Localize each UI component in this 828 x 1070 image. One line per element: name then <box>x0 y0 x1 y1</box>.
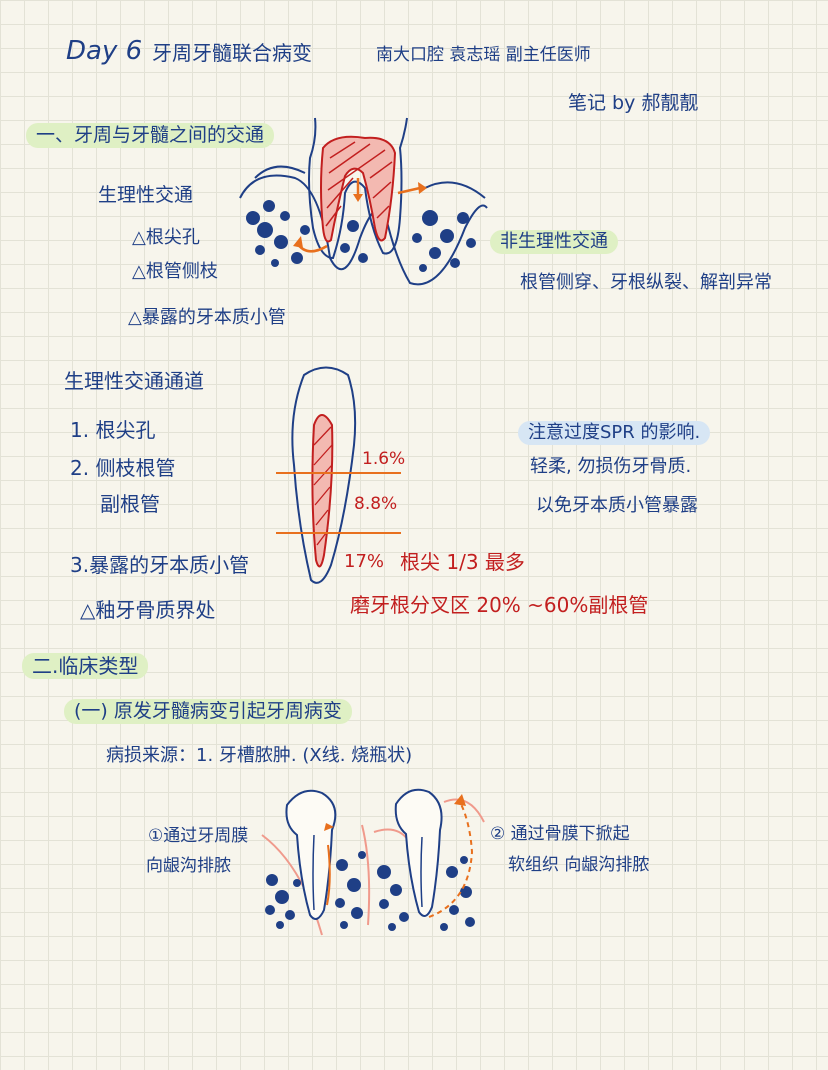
channels-item: △釉牙骨质界处 <box>80 598 216 622</box>
page-title: 牙周牙髓联合病变 <box>152 41 312 65</box>
physiological-item: △暴露的牙本质小管 <box>128 307 286 328</box>
lesion-source: 病损来源：1. 牙槽脓肿. (X线. 烧瓶状) <box>106 745 413 766</box>
channels-title: 生理性交通通道 <box>64 369 204 393</box>
channels-item: 副根管 <box>100 492 160 516</box>
channels-item: 3.暴露的牙本质小管 <box>70 553 250 577</box>
section2-subheading: (一) 原发牙髓病变引起牙周病变 <box>64 699 352 724</box>
route1-text: ①通过牙周膜 <box>148 826 249 846</box>
note-author: 笔记 by 郝靓靓 <box>568 92 699 114</box>
lecturer-label: 南大口腔 袁志瑶 副主任医师 <box>376 45 591 65</box>
section1-heading: 一、牙周与牙髓之间的交通 <box>26 123 275 148</box>
physiological-item: △根尖孔 <box>132 227 200 248</box>
percent-apical: 17% <box>344 551 385 572</box>
nonphysiological-title: 非生理性交通 <box>490 230 618 254</box>
channels-item: 1. 根尖孔 <box>70 418 156 442</box>
percent-middle: 8.8% <box>354 494 398 514</box>
day-label: Day 6 <box>66 36 143 66</box>
route2-text: 软组织 向龈沟排脓 <box>508 855 650 875</box>
physiological-title: 生理性交通 <box>98 184 194 206</box>
periodontal-tooth-figure <box>239 117 488 286</box>
percent-cervical: 1.6% <box>362 449 406 469</box>
route2-text: ② 通过骨膜下掀起 <box>490 824 630 844</box>
abscess-route1-figure <box>261 789 371 936</box>
furcation-note: 磨牙根分叉区 20% ~60%副根管 <box>350 593 649 617</box>
physiological-item: △根管侧枝 <box>132 261 218 282</box>
route1-text: 向龈沟排脓 <box>146 856 231 876</box>
nonphysiological-items: 根管侧穿、牙根纵裂、解剖异常 <box>520 272 772 293</box>
section2-heading: 二.临床类型 <box>22 653 149 679</box>
root-canal-figure <box>276 366 401 584</box>
spr-line: 以免牙本质小管暴露 <box>536 495 698 516</box>
spr-title: 注意过度SPR 的影响. <box>518 421 711 445</box>
spr-line: 轻柔, 勿损伤牙骨质. <box>530 456 692 477</box>
abscess-route2-figure <box>373 788 485 931</box>
channels-item: 2. 侧枝根管 <box>70 456 176 480</box>
apical-note: 根尖 1/3 最多 <box>400 550 525 574</box>
